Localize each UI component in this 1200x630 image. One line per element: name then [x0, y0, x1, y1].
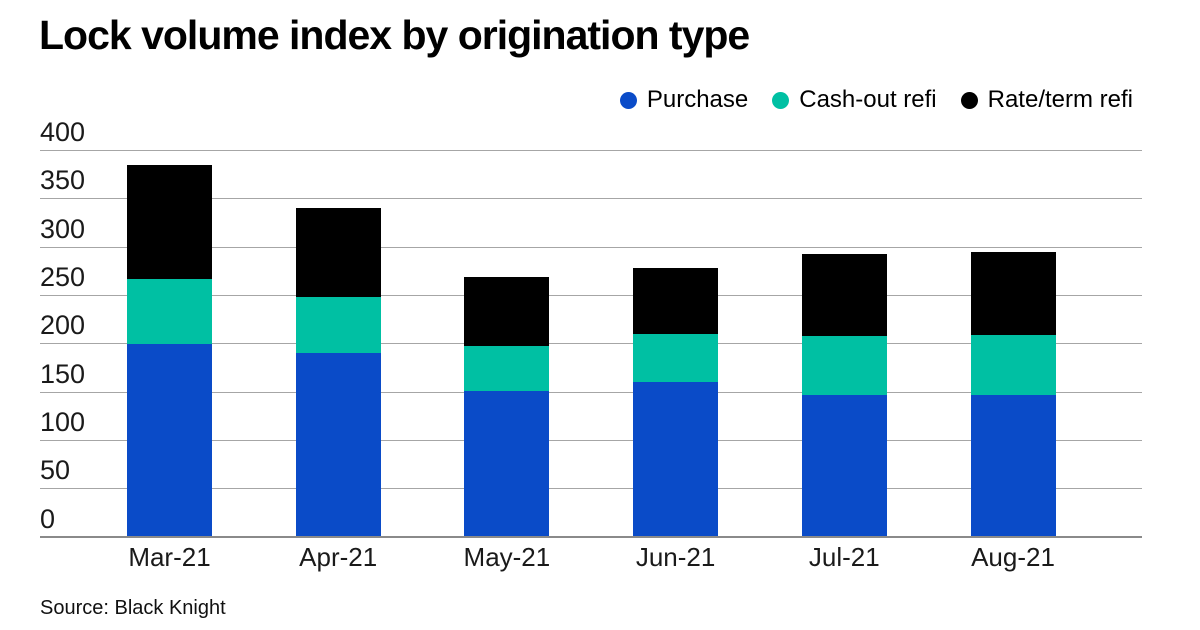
- bar-jul-21-rate-term-refi: [801, 254, 887, 337]
- legend-label: Cash-out refi: [799, 86, 937, 113]
- bar-aug-21-rate-term-refi: [970, 252, 1056, 335]
- bar-mar-21-purchase: [127, 344, 212, 537]
- gridline-350: [40, 198, 1142, 200]
- bar-apr-21-rate-term-refi: [295, 207, 381, 297]
- legend-dot-icon: [619, 91, 637, 109]
- y-tick-label-100: 100: [40, 406, 86, 437]
- y-tick-label-200: 200: [40, 310, 86, 341]
- bar-mar-21-rate-term-refi: [127, 165, 212, 279]
- bar-jul-21-purchase: [801, 395, 887, 537]
- bar-apr-21-cash-out-refi: [295, 296, 381, 353]
- bar-aug-21-purchase: [970, 395, 1056, 537]
- y-tick-label-400: 400: [40, 117, 86, 147]
- legend-dot-icon: [772, 91, 790, 109]
- gridline-150: [40, 391, 1142, 393]
- gridline-250: [40, 294, 1142, 296]
- y-tick-label-150: 150: [40, 358, 86, 389]
- legend-item-rate-term-refi: Rate/term refi: [960, 86, 1133, 114]
- x-tick-label-jun-21: Jun-21: [635, 542, 716, 572]
- x-tick-label-apr-21: Apr-21: [299, 542, 378, 572]
- legend-item-cash-out-refi: Cash-out refi: [772, 86, 937, 114]
- bar-jun-21-rate-term-refi: [633, 267, 719, 334]
- x-tick-label-mar-21: Mar-21: [128, 542, 211, 572]
- gridline-200: [40, 343, 1142, 345]
- x-axis-baseline: [40, 535, 1142, 538]
- x-tick-label-may-21: May-21: [463, 542, 551, 572]
- bar-mar-21-cash-out-refi: [127, 278, 212, 345]
- gridline-100: [40, 439, 1142, 441]
- y-tick-label-300: 300: [40, 213, 86, 244]
- bar-apr-21-purchase: [295, 352, 381, 537]
- legend-dot-icon: [960, 91, 978, 109]
- y-tick-label-350: 350: [40, 165, 86, 196]
- y-tick-label-0: 0: [40, 503, 56, 534]
- x-tick-label-jul-21: Jul-21: [808, 542, 880, 572]
- bar-jul-21-cash-out-refi: [801, 336, 887, 396]
- legend-label: Purchase: [646, 86, 749, 113]
- gridline-400: [40, 150, 1142, 151]
- chart-legend: Purchase Cash-out refi Rate/term refi: [619, 86, 1133, 114]
- legend-item-purchase: Purchase: [619, 86, 749, 114]
- bar-may-21-rate-term-refi: [464, 276, 550, 347]
- bar-may-21-cash-out-refi: [464, 346, 550, 391]
- bar-aug-21-cash-out-refi: [970, 334, 1056, 396]
- bar-jun-21-cash-out-refi: [633, 333, 719, 382]
- chart-title: Lock volume index by origination type: [39, 12, 750, 58]
- gridline-300: [40, 246, 1142, 248]
- y-tick-label-250: 250: [40, 261, 86, 292]
- bar-jun-21-purchase: [633, 381, 719, 537]
- source-note: Source: Black Knight: [40, 597, 226, 619]
- gridline-50: [40, 488, 1142, 490]
- bar-may-21-purchase: [464, 390, 550, 537]
- y-tick-label-50: 50: [40, 455, 71, 486]
- legend-label: Rate/term refi: [987, 86, 1133, 113]
- x-tick-label-aug-21: Aug-21: [971, 542, 1055, 572]
